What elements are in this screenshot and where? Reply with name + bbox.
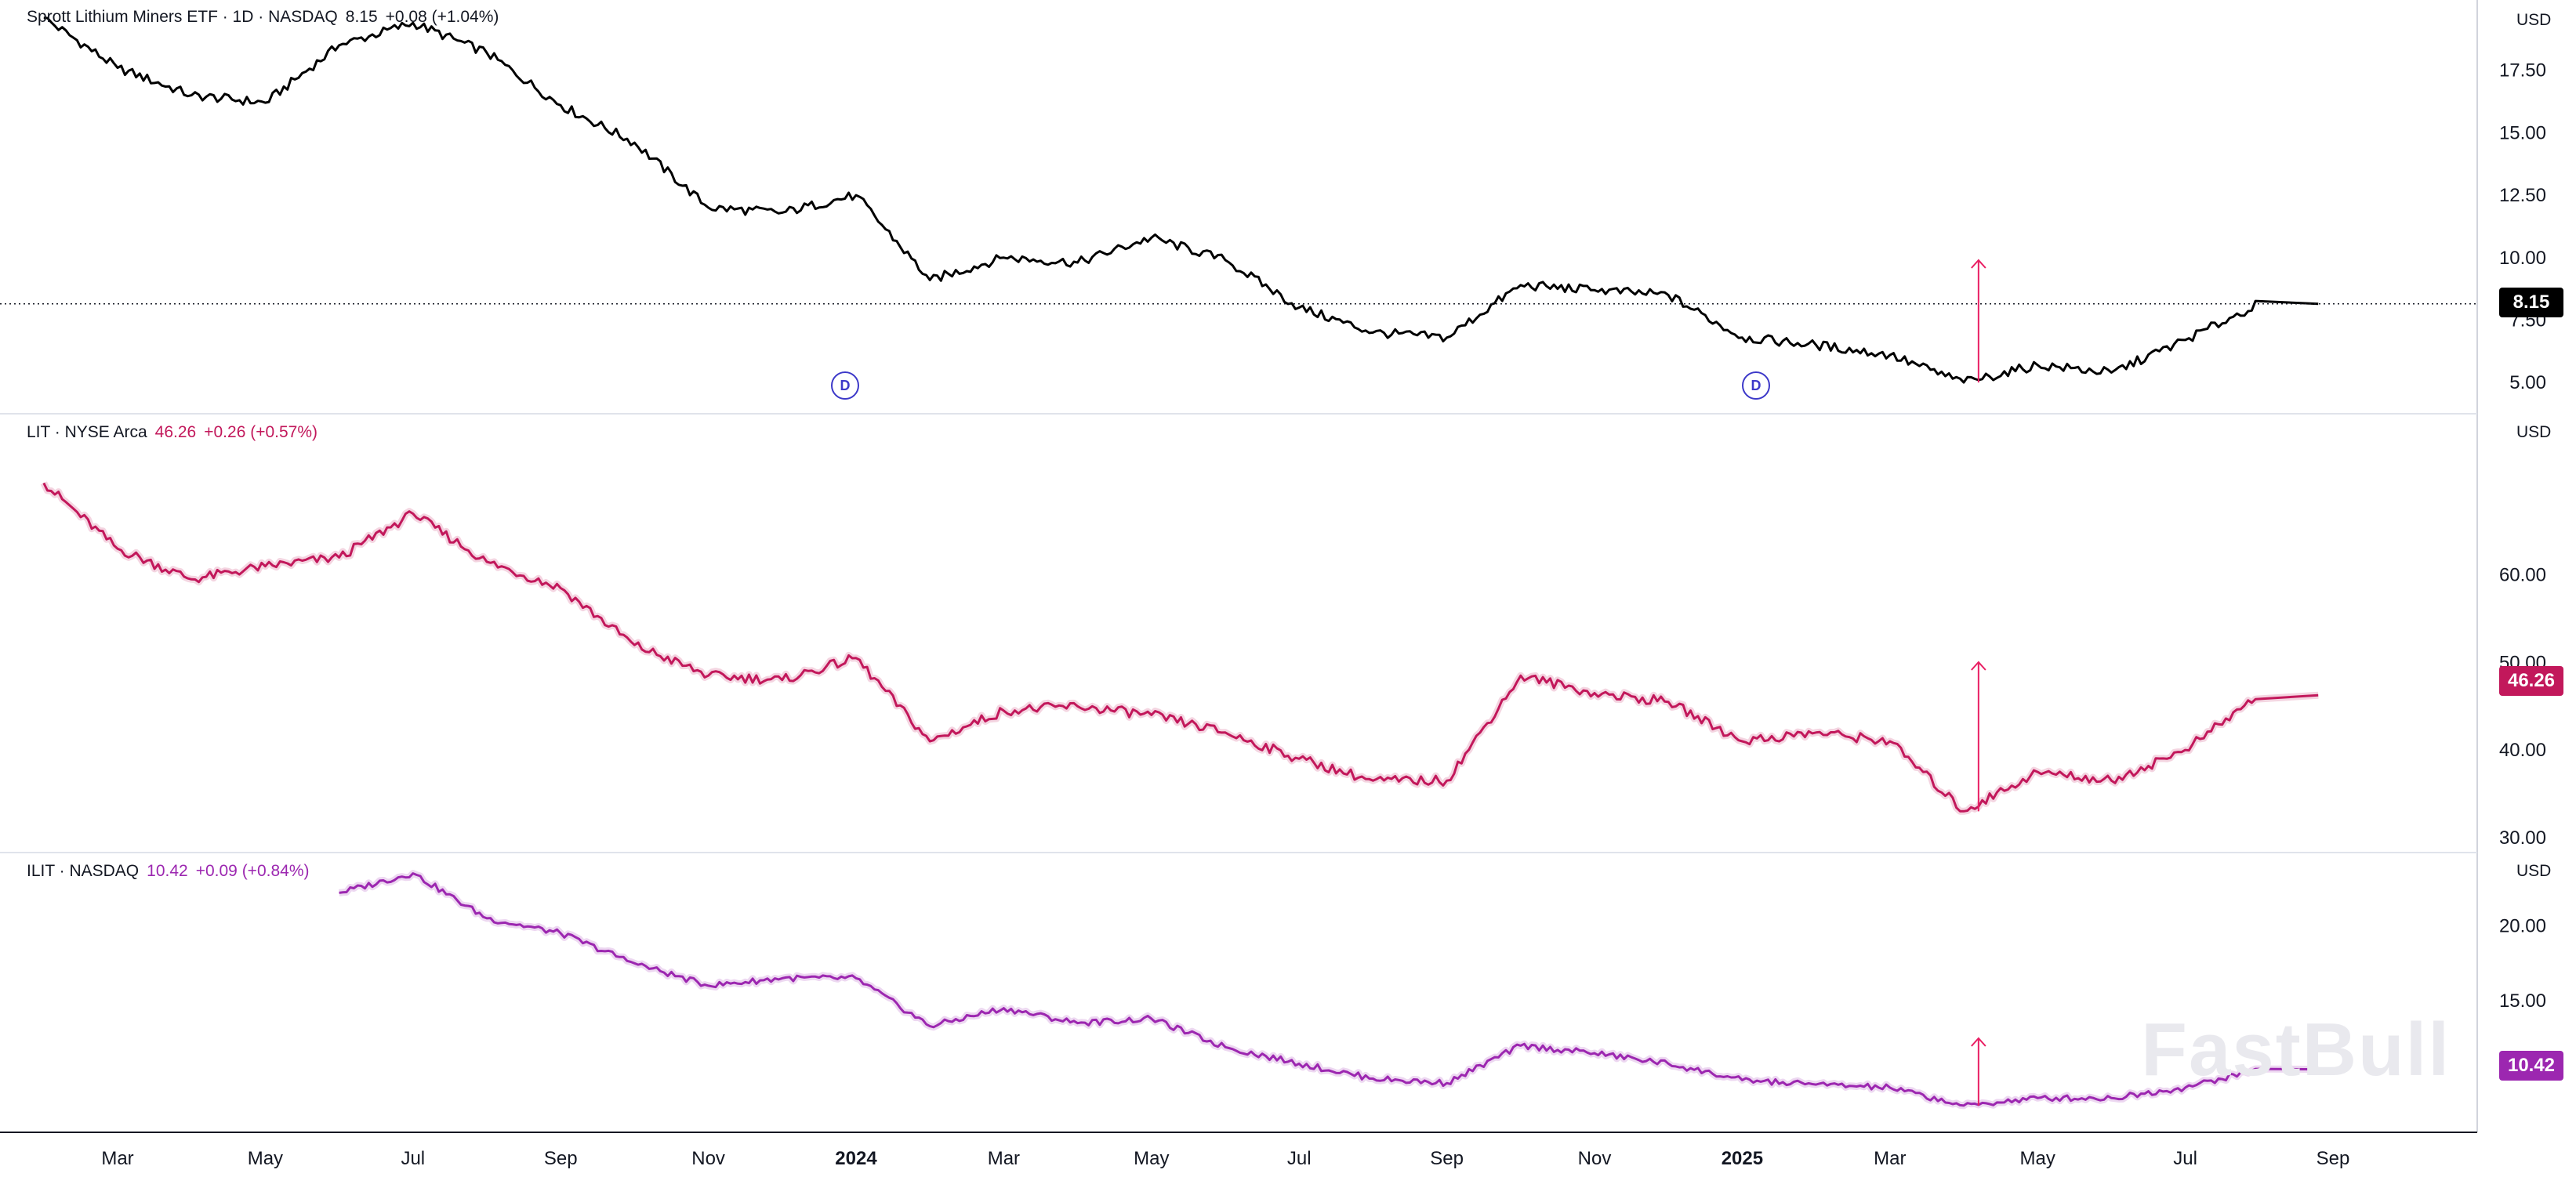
dividend-marker[interactable]: D: [1742, 371, 1770, 400]
legend-symbol-lit: LIT · NYSE Arca: [27, 423, 147, 441]
event-arrow-head: [1971, 661, 1986, 671]
x-tick-label: May: [248, 1148, 283, 1169]
legend-last-price: 46.26: [154, 423, 197, 441]
y-tick-label: 15.00: [2499, 122, 2546, 143]
currency-label: USD: [2516, 423, 2551, 441]
x-tick-label: May: [2020, 1148, 2055, 1169]
legend-last-price: 10.42: [147, 862, 188, 880]
y-tick-label: 17.50: [2499, 60, 2546, 81]
x-tick-label: Mar: [1874, 1148, 1906, 1169]
y-tick-label: 15.00: [2499, 990, 2546, 1012]
event-arrow-head: [1971, 1037, 1986, 1047]
legend-symbol-ilit: ILIT · NASDAQ: [27, 862, 140, 880]
event-arrow-head: [1971, 259, 1986, 269]
y-tick-label: 20.00: [2499, 915, 2546, 936]
axes: USD17.5015.0012.5010.007.505.00USD60.005…: [101, 11, 2551, 1169]
last-price-tag-pane-3: 10.42: [2499, 1051, 2563, 1081]
x-tick-label: Sep: [544, 1148, 578, 1169]
last-price-tag-pane-1: 8.15: [2499, 288, 2563, 317]
pane-separators: [0, 0, 2478, 1133]
x-tick-label: Jul: [401, 1148, 425, 1169]
legend-pane-1[interactable]: Sprott Lithium Miners ETF · 1D · NASDAQ …: [27, 8, 499, 27]
y-tick-label: 40.00: [2499, 740, 2546, 761]
x-tick-label: Jul: [1287, 1148, 1312, 1169]
series-line-1[interactable]: [43, 16, 2319, 384]
y-tick-label: 30.00: [2499, 827, 2546, 849]
legend-pane-2[interactable]: LIT · NYSE Arca 46.26 +0.26 (+0.57%): [27, 423, 317, 442]
series-line-3[interactable]: [339, 872, 2319, 1107]
dividend-marker[interactable]: D: [831, 371, 859, 400]
x-tick-label: Nov: [691, 1148, 725, 1169]
legend-symbol-lithium-miners: Sprott Lithium Miners ETF · 1D · NASDAQ: [27, 8, 338, 26]
last-price-tag-pane-2: 46.26: [2499, 666, 2563, 696]
x-tick-label: Sep: [2317, 1148, 2350, 1169]
currency-label: USD: [2516, 11, 2551, 29]
currency-label: USD: [2516, 862, 2551, 880]
x-tick-label: 2025: [1722, 1148, 1763, 1169]
legend-last-price: 8.15: [345, 8, 378, 26]
legend-pane-3[interactable]: ILIT · NASDAQ 10.42 +0.09 (+0.84%): [27, 862, 309, 881]
x-tick-label: Sep: [1430, 1148, 1464, 1169]
x-tick-label: May: [1134, 1148, 1169, 1169]
y-tick-label: 10.00: [2499, 248, 2546, 269]
x-tick-label: Jul: [2173, 1148, 2197, 1169]
legend-change: +0.09 (+0.84%): [195, 862, 310, 880]
x-tick-label: Nov: [1578, 1148, 1612, 1169]
legend-change: +0.26 (+0.57%): [204, 423, 317, 441]
y-tick-label: 60.00: [2499, 565, 2546, 586]
series-layer: [0, 16, 2477, 1110]
x-tick-label: 2024: [835, 1148, 877, 1169]
x-tick-label: Mar: [988, 1148, 1020, 1169]
y-tick-label: 12.50: [2499, 185, 2546, 206]
y-tick-label: 5.00: [2509, 372, 2546, 393]
series-line-2[interactable]: [42, 482, 2319, 813]
watermark-logo: FastBull: [2141, 1008, 2451, 1092]
legend-change: +0.08 (+1.04%): [385, 8, 499, 26]
x-tick-label: Mar: [101, 1148, 133, 1169]
